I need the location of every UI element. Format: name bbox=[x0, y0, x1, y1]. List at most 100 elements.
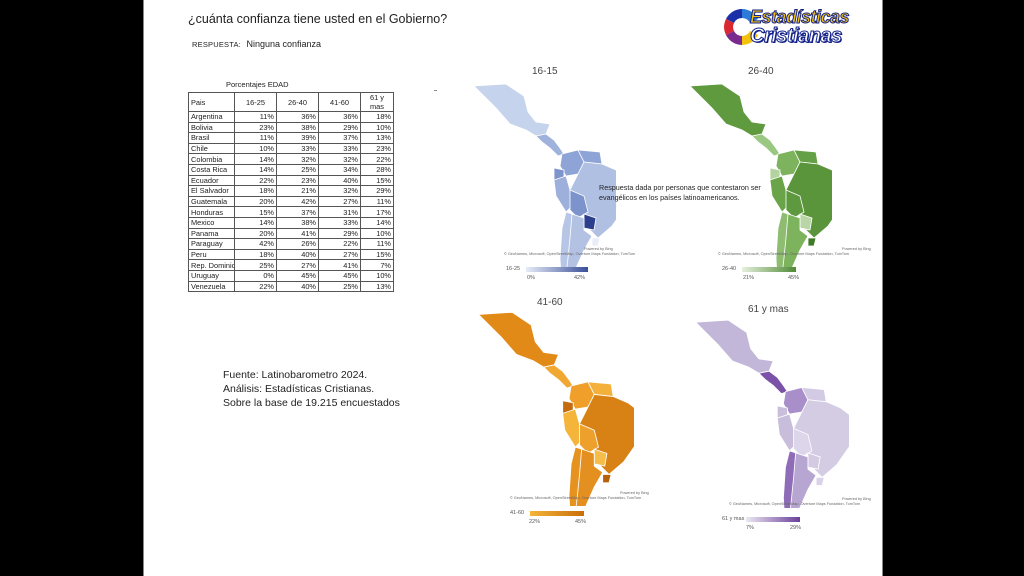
table-row: Guatemala 20% 42% 27% 11% bbox=[188, 195, 394, 208]
country-cell: Uruguay bbox=[188, 269, 235, 282]
value-cell: 42% bbox=[234, 238, 277, 250]
map-title-1: 16-15 bbox=[532, 66, 558, 77]
value-cell: 23% bbox=[360, 142, 394, 155]
value-cell: 25% bbox=[276, 163, 319, 176]
value-cell: 17% bbox=[360, 206, 394, 218]
country-cell: Paraguay bbox=[188, 238, 235, 250]
value-cell: 14% bbox=[360, 216, 394, 229]
country-shape-mx bbox=[477, 311, 560, 368]
country-cell: Venezuela bbox=[188, 280, 235, 293]
value-cell: 18% bbox=[234, 185, 277, 197]
country-cell: Mexico bbox=[188, 216, 235, 229]
legend-max: 45% bbox=[575, 519, 587, 525]
value-cell: 10% bbox=[360, 121, 394, 134]
question-title: ¿cuánta confianza tiene usted en el Gobi… bbox=[188, 12, 448, 26]
legend-gradient bbox=[526, 267, 588, 272]
header-cell: Pais bbox=[188, 92, 235, 112]
value-cell: 29% bbox=[360, 185, 394, 197]
value-cell: 36% bbox=[276, 111, 319, 123]
value-cell: 29% bbox=[318, 121, 361, 134]
value-cell: 45% bbox=[318, 269, 361, 282]
country-cell: Peru bbox=[188, 248, 235, 261]
country-shape-ar bbox=[566, 213, 593, 268]
value-cell: 18% bbox=[360, 111, 394, 123]
legend-max: 42% bbox=[574, 275, 586, 281]
table-row: Rep. Dominicana25%27%41%7% bbox=[188, 259, 394, 271]
legend-min: 7% bbox=[746, 525, 754, 531]
map-2-legend: 26-40 21% 45% bbox=[722, 266, 822, 286]
value-cell: 37% bbox=[318, 132, 361, 144]
value-cell: 15% bbox=[360, 248, 394, 261]
value-cell: 18% bbox=[234, 248, 277, 261]
map-2 bbox=[689, 83, 832, 268]
legend-min: 22% bbox=[529, 519, 541, 525]
map-3-legend: 41-60 22% 45% bbox=[510, 510, 610, 530]
value-cell: 22% bbox=[234, 174, 277, 187]
value-cell: 33% bbox=[318, 142, 361, 155]
value-cell: 40% bbox=[276, 248, 319, 261]
legend-min: 21% bbox=[743, 275, 755, 281]
header-cell: 16-25 bbox=[234, 92, 277, 112]
source-line: Fuente: Latinobarometro 2024. bbox=[223, 369, 368, 381]
country-cell: Ecuador bbox=[188, 174, 235, 187]
value-cell: 31% bbox=[318, 206, 361, 218]
value-cell: 10% bbox=[360, 269, 394, 282]
map-4 bbox=[694, 319, 849, 508]
footnote: Respuesta dada por personas que contesta… bbox=[599, 183, 761, 202]
value-cell: 23% bbox=[234, 121, 277, 134]
logo-line2: Cristianas bbox=[750, 25, 843, 48]
value-cell: 34% bbox=[318, 163, 361, 176]
table-row: Argentina 11% 36% 36% 18% bbox=[188, 111, 394, 123]
map-3 bbox=[477, 311, 634, 506]
value-cell: 32% bbox=[318, 185, 361, 197]
map-3-credit: © GeoNames, Microsoft, OpenStreetMap, Ov… bbox=[510, 496, 642, 500]
value-cell: 11% bbox=[234, 111, 277, 123]
value-cell: 22% bbox=[318, 238, 361, 250]
map-1-legend: 16-25 0% 42% bbox=[506, 266, 606, 286]
value-cell: 21% bbox=[276, 185, 319, 197]
country-shape-ar bbox=[575, 448, 604, 506]
value-cell: 40% bbox=[318, 174, 361, 187]
logo-ring-icon bbox=[724, 9, 758, 45]
value-cell: 14% bbox=[234, 153, 277, 165]
source-block: Fuente: Latinobarometro 2024. Análisis: … bbox=[223, 368, 400, 410]
table-row: Mexico 14% 38% 33% 14% bbox=[188, 216, 394, 229]
country-shape-ca bbox=[751, 133, 781, 157]
map-2-powered: Powered by Bing bbox=[842, 247, 871, 251]
value-cell: 45% bbox=[276, 269, 319, 282]
country-shape-uy bbox=[807, 237, 817, 247]
divider-mark bbox=[434, 90, 437, 91]
country-cell: Colombia bbox=[188, 153, 235, 165]
value-cell: 10% bbox=[234, 142, 277, 155]
data-table: Pais 16-25 26-40 41-60 61 y mas Argentina 11% 3… bbox=[188, 92, 394, 293]
map-2-credit: © GeoNames, Microsoft, OpenStreetMap, Ov… bbox=[718, 252, 850, 256]
header-cell: 41-60 bbox=[318, 92, 361, 112]
table-row: Brasil 11% 39% 37% 13% bbox=[188, 132, 394, 144]
map-title-3: 41-60 bbox=[537, 297, 563, 308]
map-3-powered: Powered by Bing bbox=[620, 491, 649, 495]
legend-gradient bbox=[742, 267, 796, 272]
country-cell: Bolivia bbox=[188, 121, 235, 134]
answer-line: RESPUESTA: Ninguna confianza bbox=[192, 39, 321, 49]
value-cell: 15% bbox=[360, 174, 394, 187]
map-4-credit: © GeoNames, Microsoft, OpenStreetMap, Ov… bbox=[729, 502, 861, 506]
country-shape-uy bbox=[602, 474, 612, 484]
table-row: Costa Rica 14% 25% 34% 28% bbox=[188, 163, 394, 176]
value-cell: 20% bbox=[234, 195, 277, 208]
value-cell: 11% bbox=[234, 132, 277, 144]
value-cell: 40% bbox=[276, 280, 319, 293]
country-cell: Chile bbox=[188, 142, 235, 155]
country-shape-ar bbox=[782, 213, 809, 268]
value-cell: 32% bbox=[276, 153, 319, 165]
value-cell: 37% bbox=[276, 206, 319, 218]
legend-max: 29% bbox=[790, 525, 802, 531]
legend-label: 26-40 bbox=[722, 266, 737, 272]
header-cell: 26-40 bbox=[276, 92, 319, 112]
map-1-powered: Powered by Bing bbox=[584, 247, 613, 251]
country-cell: Argentina bbox=[188, 111, 235, 123]
map-title-4: 61 y mas bbox=[748, 304, 789, 315]
country-shape-mx bbox=[694, 319, 774, 374]
value-cell: 25% bbox=[234, 259, 277, 271]
value-cell: 41% bbox=[318, 259, 361, 271]
value-cell: 38% bbox=[276, 121, 319, 134]
